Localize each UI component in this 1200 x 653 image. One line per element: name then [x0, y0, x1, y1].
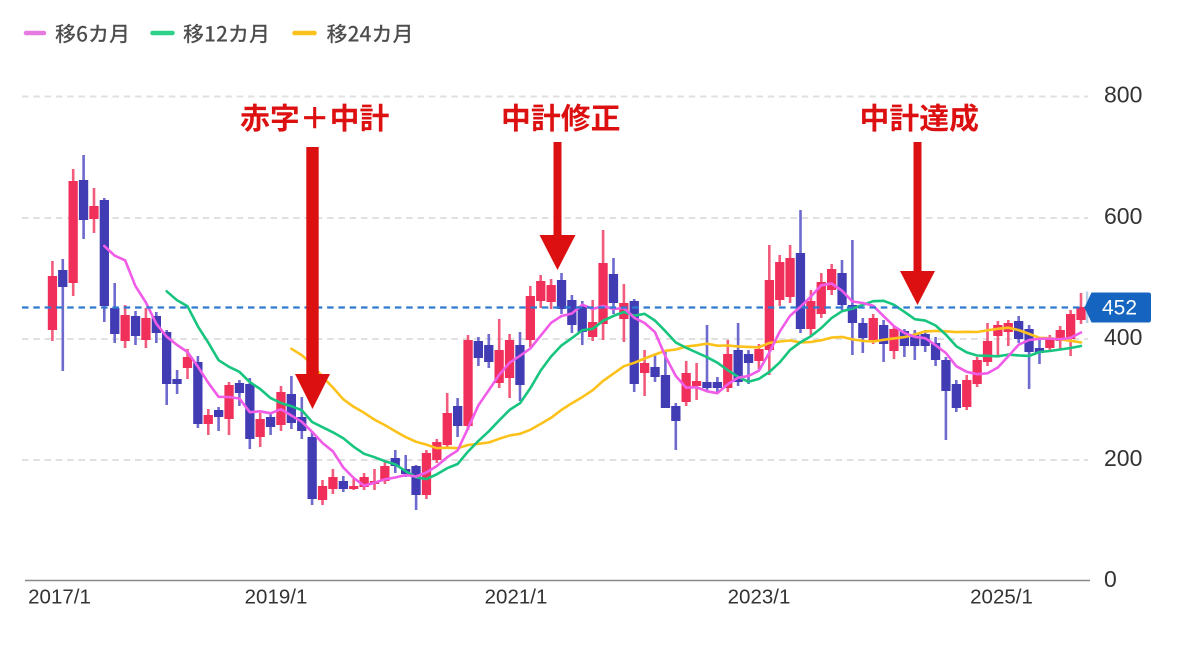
svg-text:2021/1: 2021/1 — [485, 586, 548, 609]
svg-text:400: 400 — [1104, 324, 1142, 350]
svg-text:800: 800 — [1104, 82, 1142, 108]
svg-text:2019/1: 2019/1 — [245, 586, 308, 609]
svg-text:2023/1: 2023/1 — [728, 586, 791, 609]
svg-text:200: 200 — [1104, 445, 1142, 471]
svg-text:2025/1: 2025/1 — [970, 586, 1033, 609]
svg-text:0: 0 — [1104, 566, 1117, 592]
svg-text:2017/1: 2017/1 — [28, 586, 91, 609]
svg-text:600: 600 — [1104, 203, 1142, 229]
svg-text:452: 452 — [1102, 297, 1137, 320]
